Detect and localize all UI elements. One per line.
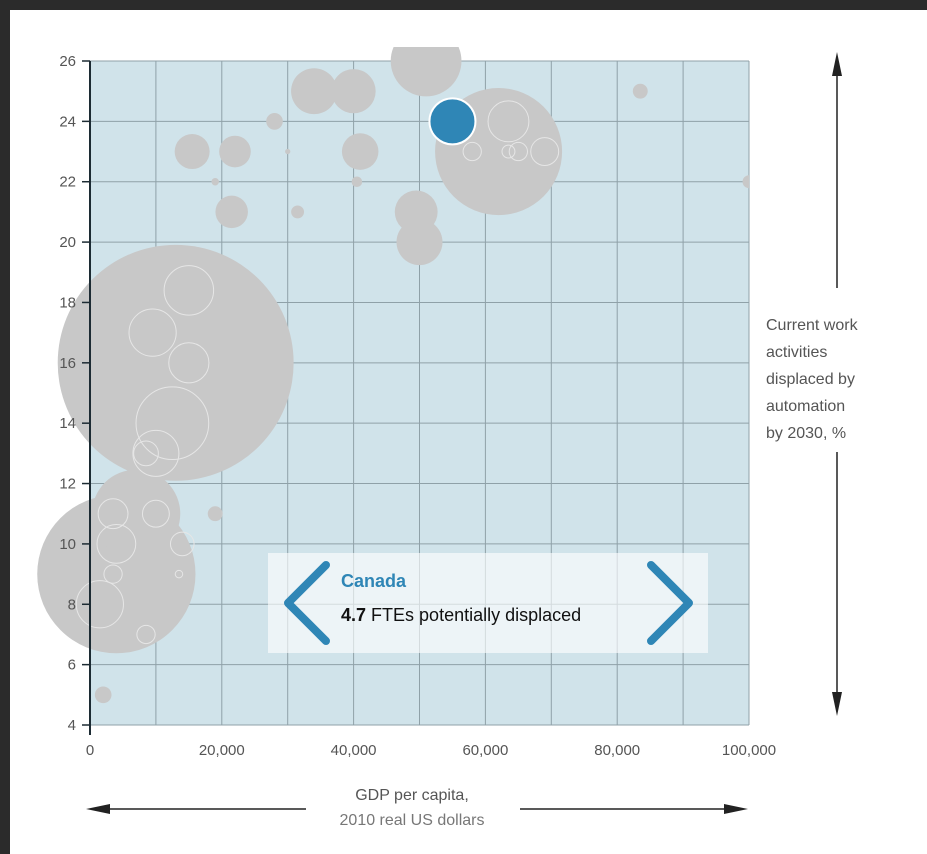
y-tick-label: 6: [68, 657, 76, 674]
data-bubble[interactable]: [207, 506, 223, 522]
bubbles: [37, 26, 756, 704]
y-tick-label: 22: [59, 174, 76, 191]
arrow-up-icon: [832, 52, 842, 76]
x-tick-label: 20,000: [199, 742, 245, 759]
data-bubble[interactable]: [211, 177, 219, 186]
x-axis-ticks: 0 20,000 40,000 60,000 80,000 100,000: [86, 742, 776, 759]
callout-value-line: 4.7 FTEs potentially displaced: [341, 605, 581, 625]
data-bubble-outline[interactable]: [487, 100, 530, 143]
next-country-icon[interactable]: [647, 561, 693, 645]
data-bubble[interactable]: [742, 175, 756, 189]
data-bubble-outline[interactable]: [462, 141, 482, 162]
x-tick-label: 60,000: [462, 742, 508, 759]
bubble-outlines: [75, 100, 560, 645]
data-bubble-outline[interactable]: [97, 498, 129, 530]
data-bubble-outline[interactable]: [132, 429, 180, 477]
y-axis-ticks: 4 6 8 10 12 14 16 18 20 22 24 26: [59, 53, 90, 734]
x-tick-label: 40,000: [331, 742, 377, 759]
data-bubble-outline[interactable]: [103, 564, 123, 584]
y-axis-label-line: automation: [766, 398, 845, 415]
data-bubble-outline[interactable]: [96, 524, 137, 564]
y-tick-label: 12: [59, 476, 76, 493]
y-axis-label-line: activities: [766, 344, 827, 361]
data-bubble-outline[interactable]: [168, 342, 210, 384]
data-bubble-outline[interactable]: [141, 499, 170, 528]
arrow-right-icon: [724, 804, 748, 814]
data-bubble-outline[interactable]: [75, 580, 124, 629]
y-tick-label: 26: [59, 53, 76, 70]
x-axis-label: GDP per capita,: [355, 787, 469, 804]
bubble-chart: 4 6 8 10 12 14 16 18 20 22 24 26 0 20,000 40,000 60,00…: [37, 26, 859, 829]
data-bubble[interactable]: [331, 69, 376, 114]
highlighted-bubble[interactable]: [428, 97, 477, 146]
data-bubble-outline[interactable]: [508, 141, 528, 162]
y-tick-label: 14: [59, 415, 76, 432]
data-bubble[interactable]: [285, 148, 291, 155]
y-axis-label: Current work activities displaced by automa…: [766, 317, 859, 442]
callout-value-text: FTEs potentially displaced: [371, 605, 581, 625]
y-axis-label-line: Current work: [766, 317, 859, 334]
data-bubble-outline[interactable]: [128, 308, 177, 357]
arrow-left-icon: [86, 804, 110, 814]
data-bubble[interactable]: [215, 195, 248, 229]
data-bubble[interactable]: [291, 205, 305, 219]
y-axis-label-line: displaced by: [766, 371, 855, 388]
callout-country-name: Canada: [341, 571, 407, 591]
data-bubble[interactable]: [219, 135, 251, 168]
data-bubble[interactable]: [94, 686, 112, 704]
y-tick-label: 24: [59, 113, 76, 130]
data-bubble[interactable]: [394, 190, 438, 234]
y-tick-label: 18: [59, 294, 76, 311]
arrow-down-icon: [832, 692, 842, 716]
data-bubble-outline[interactable]: [530, 137, 560, 167]
x-tick-label: 100,000: [722, 742, 776, 759]
data-bubble[interactable]: [390, 26, 462, 97]
y-tick-label: 8: [68, 596, 76, 613]
x-tick-label: 0: [86, 742, 94, 759]
y-tick-label: 10: [59, 536, 76, 553]
gridlines: [89, 60, 750, 726]
data-bubble-outline[interactable]: [135, 386, 210, 461]
data-bubble[interactable]: [174, 134, 210, 170]
data-bubble-outline[interactable]: [501, 144, 516, 159]
data-bubble-outline[interactable]: [163, 265, 215, 316]
data-bubble[interactable]: [341, 133, 379, 170]
data-bubble[interactable]: [291, 68, 338, 115]
y-axis-title: Current work activities displaced by automa…: [766, 52, 859, 716]
data-bubble[interactable]: [351, 176, 363, 188]
data-bubble-outline[interactable]: [133, 440, 159, 467]
data-bubble-outline[interactable]: [169, 531, 195, 557]
y-tick-label: 16: [59, 355, 76, 372]
y-tick-label: 4: [68, 717, 76, 734]
x-tick-label: 80,000: [594, 742, 640, 759]
data-bubble[interactable]: [57, 244, 294, 481]
data-bubble[interactable]: [632, 83, 648, 99]
data-bubble[interactable]: [91, 469, 181, 558]
callout-box: Canada 4.7 FTEs potentially displaced: [268, 553, 708, 653]
chart-frame: 4 6 8 10 12 14 16 18 20 22 24 26 0 20,000 40,000 60,00…: [10, 10, 927, 854]
y-axis-label-line: by 2030, %: [766, 425, 846, 442]
x-axis-title: GDP per capita, 2010 real US dollars: [86, 787, 748, 829]
data-bubble[interactable]: [266, 113, 283, 130]
x-axis-sublabel: 2010 real US dollars: [340, 812, 485, 829]
callout-value: 4.7: [341, 605, 366, 625]
previous-country-icon[interactable]: [284, 561, 330, 645]
y-tick-label: 20: [59, 234, 76, 251]
data-bubble-outline[interactable]: [174, 569, 184, 579]
highlighted-bubbles: [428, 97, 477, 146]
data-bubble-outline[interactable]: [136, 624, 156, 645]
